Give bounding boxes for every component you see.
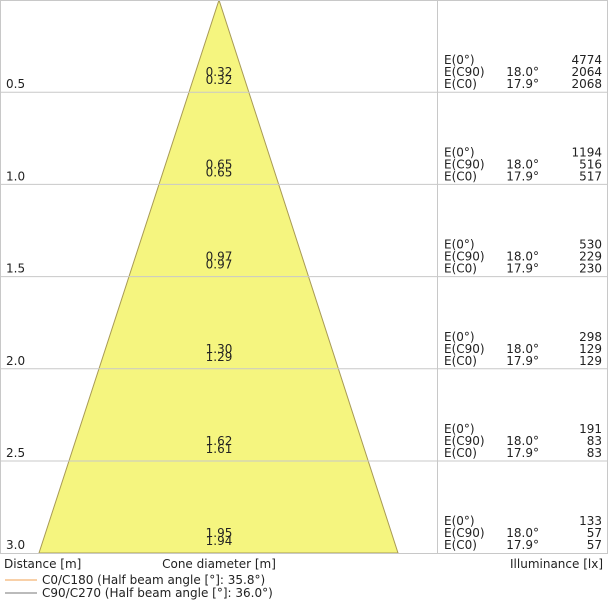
ec90-label: E(C90) — [444, 526, 485, 540]
ec0-angle: 17.9° — [506, 262, 539, 276]
distance-label: Distance [m] — [4, 557, 81, 571]
diameter-c90: 1.30 — [206, 342, 233, 356]
distance: 0.5 — [6, 77, 25, 91]
distance: 3.0 — [6, 538, 25, 552]
e0-label: E(0°) — [444, 145, 475, 159]
illuminance-label: Illuminance [lx] — [510, 557, 603, 571]
ec90-angle: 18.0° — [506, 157, 539, 171]
ec0-angle: 17.9° — [506, 77, 539, 91]
e0-value: 298 — [579, 330, 602, 344]
ec0-value: 517 — [579, 169, 602, 183]
ec0-value: 83 — [587, 446, 602, 460]
diameter-c0: 1.61 — [206, 442, 233, 456]
diameter-c90: 0.32 — [206, 65, 233, 79]
diameter-c0: 1.94 — [206, 534, 233, 548]
ec0-value: 2068 — [571, 77, 602, 91]
diameter-c90: 0.65 — [206, 157, 233, 171]
ec90-angle: 18.0° — [506, 434, 539, 448]
distance: 2.5 — [6, 446, 25, 460]
e0-value: 1194 — [571, 145, 602, 159]
ec0-label: E(C0) — [444, 446, 477, 460]
ec90-value: 83 — [587, 434, 602, 448]
diameter-c90: 1.95 — [206, 526, 233, 540]
diameter-label: Cone diameter [m] — [162, 557, 276, 571]
ec90-angle: 18.0° — [506, 250, 539, 264]
ec0-angle: 17.9° — [506, 169, 539, 183]
ec90-value: 516 — [579, 157, 602, 171]
distance: 1.5 — [6, 262, 25, 276]
ec0-label: E(C0) — [444, 77, 477, 91]
diameter-c0: 0.97 — [206, 258, 233, 272]
ec0-value: 230 — [579, 262, 602, 276]
distance: 1.0 — [6, 169, 25, 183]
e0-label: E(0°) — [444, 422, 475, 436]
ec90-value: 2064 — [571, 65, 602, 79]
ec90-label: E(C90) — [444, 157, 485, 171]
ec90-value: 57 — [587, 526, 602, 540]
ec90-label: E(C90) — [444, 434, 485, 448]
legend-text: C0/C180 (Half beam angle [°]: 35.8°) — [42, 573, 265, 587]
e0-label: E(0°) — [444, 330, 475, 344]
diameter-c90: 1.62 — [206, 434, 233, 448]
ec90-value: 229 — [579, 250, 602, 264]
diameter-c0: 0.32 — [206, 73, 233, 87]
ec90-angle: 18.0° — [506, 342, 539, 356]
ec90-label: E(C90) — [444, 250, 485, 264]
e0-label: E(0°) — [444, 238, 475, 252]
ec0-value: 57 — [587, 538, 602, 552]
ec0-value: 129 — [579, 354, 602, 368]
ec0-label: E(C0) — [444, 538, 477, 552]
diameter-c0: 1.29 — [206, 350, 233, 364]
ec90-label: E(C90) — [444, 342, 485, 356]
ec0-label: E(C0) — [444, 262, 477, 276]
e0-label: E(0°) — [444, 53, 475, 67]
diameter-c90: 0.97 — [206, 250, 233, 264]
e0-value: 530 — [579, 238, 602, 252]
diameter-c0: 0.65 — [206, 165, 233, 179]
ec90-angle: 18.0° — [506, 65, 539, 79]
ec0-angle: 17.9° — [506, 354, 539, 368]
e0-value: 133 — [579, 514, 602, 528]
e0-value: 191 — [579, 422, 602, 436]
e0-label: E(0°) — [444, 514, 475, 528]
legend-text: C90/C270 (Half beam angle [°]: 36.0°) — [42, 586, 273, 600]
distance: 2.0 — [6, 354, 25, 368]
e0-value: 4774 — [571, 53, 602, 67]
ec90-angle: 18.0° — [506, 526, 539, 540]
ec0-angle: 17.9° — [506, 446, 539, 460]
ec0-label: E(C0) — [444, 169, 477, 183]
ec0-angle: 17.9° — [506, 538, 539, 552]
ec90-label: E(C90) — [444, 65, 485, 79]
ec90-value: 129 — [579, 342, 602, 356]
ec0-label: E(C0) — [444, 354, 477, 368]
